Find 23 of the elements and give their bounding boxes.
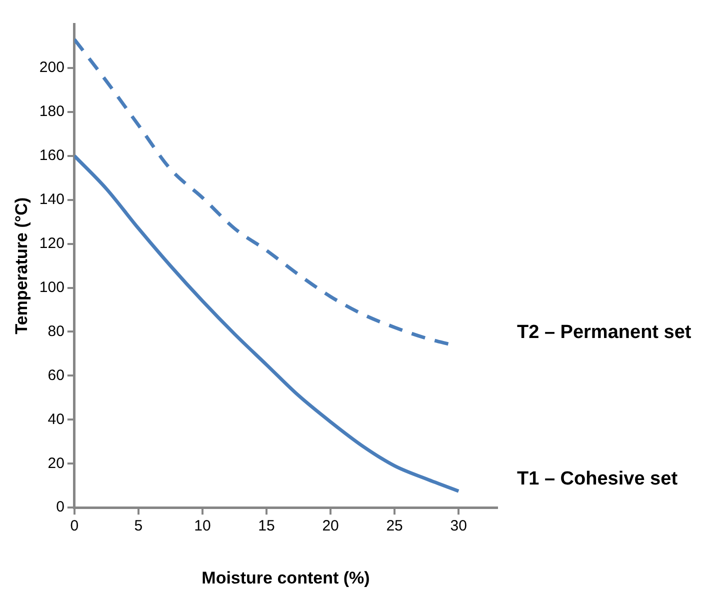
text: T2 – Permanent set — [517, 322, 692, 344]
x-tick-label: 5 — [134, 518, 143, 535]
x-tick-label: 15 — [258, 518, 275, 535]
line-series — [74, 154, 460, 493]
y-tick-label: 140 — [39, 190, 64, 208]
y-tick-label: 160 — [39, 147, 64, 164]
y-tick-label: 40 — [48, 410, 64, 428]
x-axis-title: Moisture content (%) — [202, 568, 370, 588]
y-tick-label: 80 — [48, 322, 64, 340]
y-tick-label: 120 — [39, 234, 64, 252]
y-axis-title: Temperature (°C) — [12, 197, 31, 334]
x-tick-label: 25 — [386, 518, 403, 535]
x-tick-label: 30 — [450, 518, 467, 535]
x-tick-label: 10 — [194, 518, 211, 535]
y-tick-label: 0 — [56, 498, 64, 516]
y-tick-label: 200 — [39, 59, 64, 76]
y-tick-label: 100 — [39, 278, 64, 296]
text: T1 – Cohesive set — [517, 468, 678, 490]
y-tick-label: 60 — [48, 366, 64, 384]
x-tick-label: 20 — [322, 518, 339, 535]
y-tick-label: 20 — [48, 454, 64, 472]
y-tick-label: 180 — [39, 103, 64, 120]
x-tick-label: 0 — [70, 518, 79, 535]
